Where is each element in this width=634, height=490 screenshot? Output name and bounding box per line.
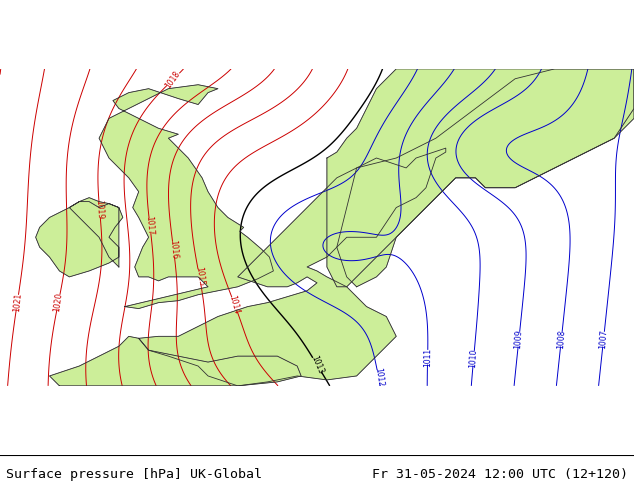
Text: 1008: 1008 <box>556 329 567 349</box>
Text: 1016: 1016 <box>168 239 179 259</box>
Text: Fr 31-05-2024 12:00 UTC (12+120): Fr 31-05-2024 12:00 UTC (12+120) <box>372 467 628 481</box>
Text: 1021: 1021 <box>12 292 23 312</box>
Text: 1012: 1012 <box>373 368 384 388</box>
Text: 1014: 1014 <box>228 294 242 315</box>
Text: 1015: 1015 <box>194 267 205 287</box>
Text: Surface pressure [hPa] UK-Global: Surface pressure [hPa] UK-Global <box>6 467 262 481</box>
Text: 1019: 1019 <box>94 200 105 220</box>
Text: 1011: 1011 <box>423 347 432 367</box>
Text: 1017: 1017 <box>145 216 155 236</box>
Text: 1018: 1018 <box>164 69 183 90</box>
Text: 1013: 1013 <box>309 354 325 375</box>
Text: 1010: 1010 <box>469 348 479 368</box>
Text: 1007: 1007 <box>598 329 609 349</box>
Text: 1020: 1020 <box>53 292 64 312</box>
Text: 1009: 1009 <box>514 329 524 349</box>
